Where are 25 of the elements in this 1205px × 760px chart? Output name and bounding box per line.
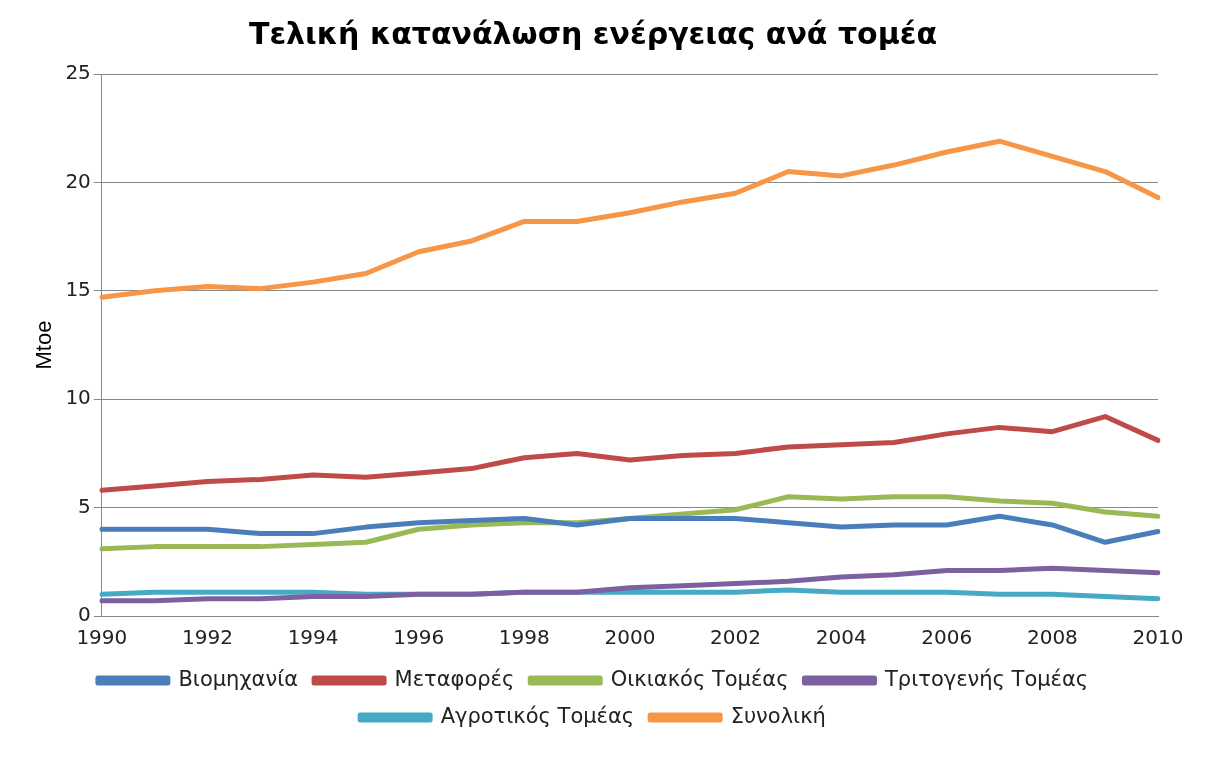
y-tick-label: 25	[65, 60, 91, 85]
x-tick-label: 2010	[1132, 625, 1184, 650]
legend-label: Αγροτικός Τομέας	[440, 703, 635, 728]
x-tick-label: 2000	[604, 625, 656, 650]
y-tick-label: 10	[65, 385, 91, 410]
y-axis-title: Mtoe	[31, 320, 57, 370]
legend-label: Μεταφορές	[394, 666, 515, 691]
legend-label: Τριτογενής Τομέας	[883, 666, 1089, 691]
y-tick-label: 5	[78, 493, 91, 518]
legend-label: Βιομηχανία	[178, 666, 299, 691]
x-tick-label: 1990	[76, 625, 128, 650]
x-tick-label: 2008	[1026, 625, 1078, 650]
x-tick-label: 2004	[815, 625, 867, 650]
legend-label: Συνολική	[730, 703, 826, 728]
y-tick-label: 20	[65, 168, 91, 193]
x-tick-label: 1996	[393, 625, 445, 650]
x-tick-label: 1994	[287, 625, 339, 650]
legend-label: Οικιακός Τομέας	[610, 666, 789, 691]
x-tick-label: 2002	[710, 625, 761, 650]
y-tick-label: 0	[78, 602, 91, 627]
chart-title: Τελική κατανάλωση ενέργειας ανά τομέα	[248, 15, 938, 51]
x-tick-label: 2006	[921, 625, 973, 650]
x-tick-label: 1998	[498, 625, 550, 650]
y-tick-label: 15	[65, 277, 91, 301]
x-tick-label: 1992	[182, 625, 233, 650]
